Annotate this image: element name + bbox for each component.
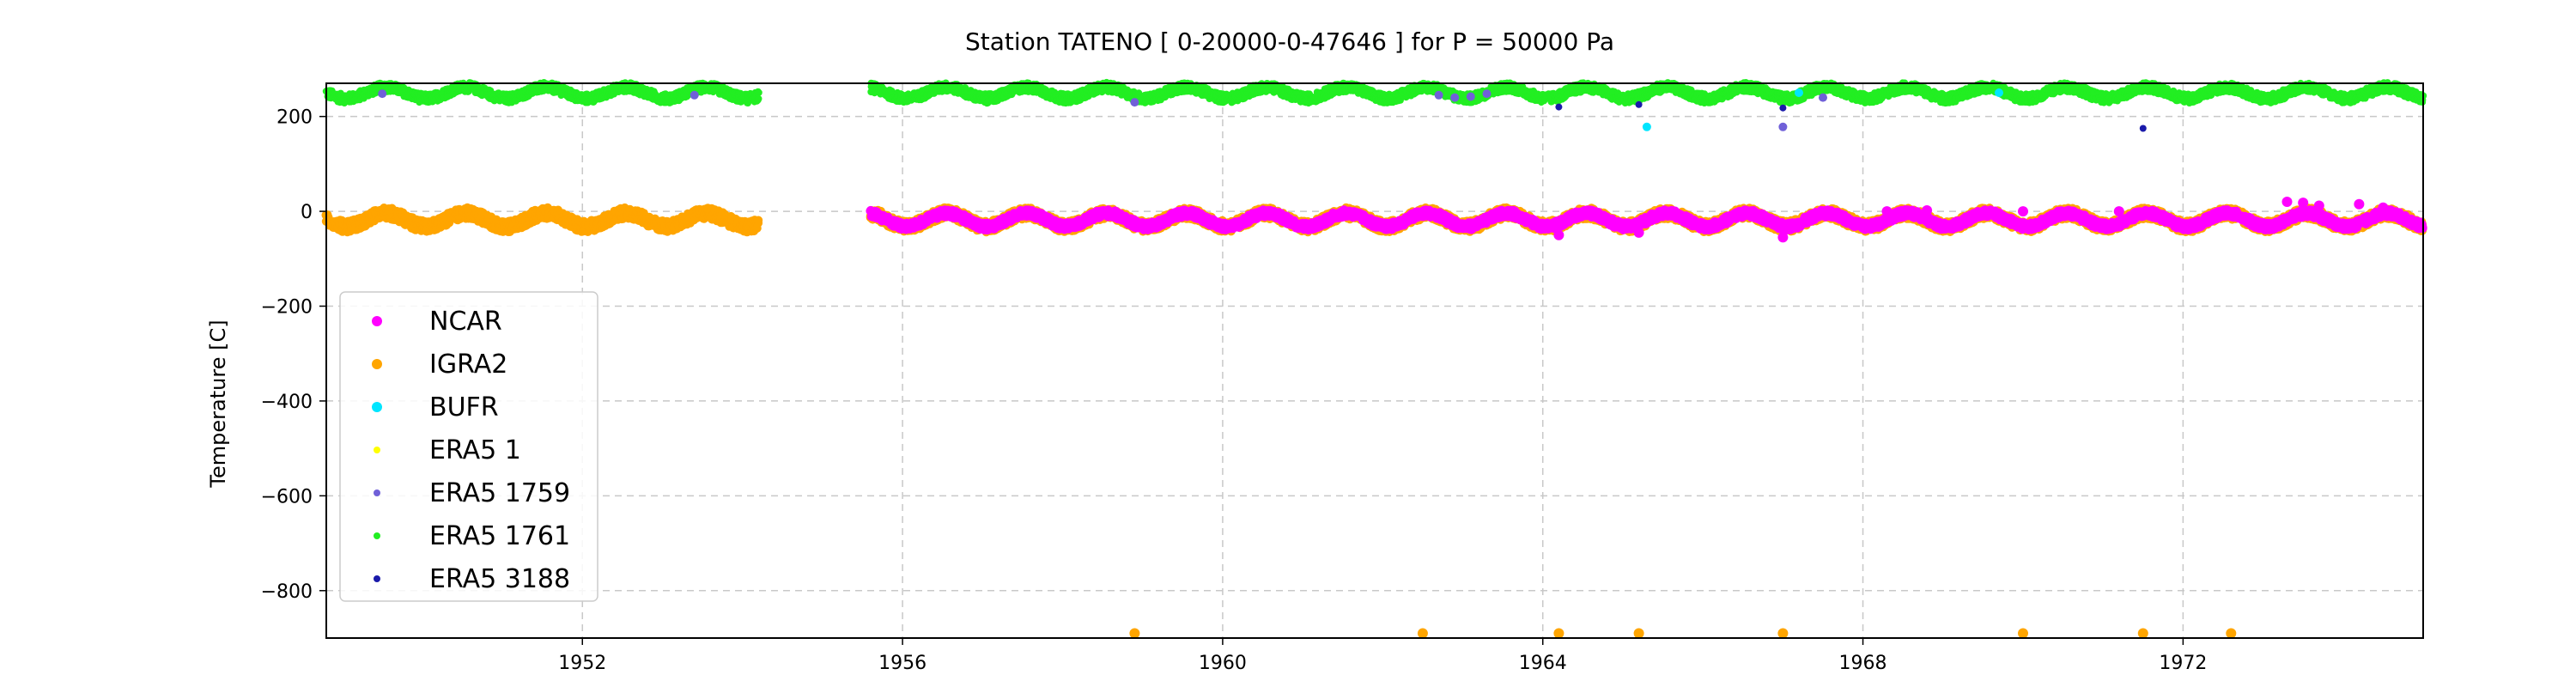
data-points bbox=[322, 79, 2427, 639]
grid-lines bbox=[326, 83, 2423, 638]
data-point bbox=[755, 88, 762, 95]
chart-title: Station TATENO [ 0-20000-0-47646 ] for P… bbox=[965, 27, 1614, 56]
y-axis-label: Temperature [C] bbox=[206, 319, 230, 488]
data-point bbox=[756, 95, 762, 102]
